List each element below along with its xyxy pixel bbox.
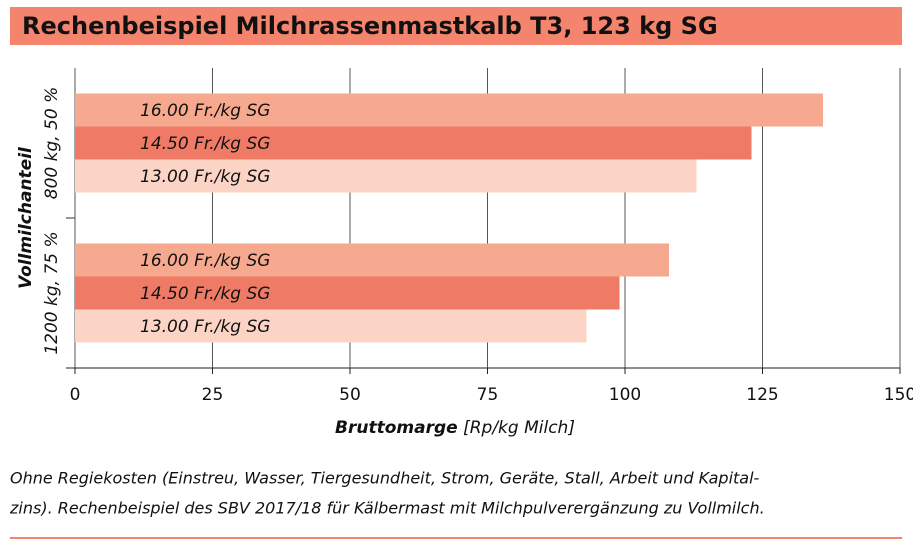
x-tick-label: 150 [884, 385, 913, 405]
x-tick-label: 50 [339, 385, 361, 405]
x-label-main: Bruttomarge [335, 418, 458, 438]
bar-label: 14.50 Fr./kg SG [140, 284, 270, 304]
category-label: 1200 kg, 75 % [42, 231, 62, 354]
title-bar [10, 7, 902, 45]
bar-label: 16.00 Fr./kg SG [140, 101, 270, 121]
x-tick-label: 0 [70, 385, 81, 405]
bar-label: 16.00 Fr./kg SG [140, 251, 270, 271]
x-label-unit: [Rp/kg Milch] [463, 418, 575, 438]
bar [75, 309, 587, 343]
bar [75, 93, 823, 127]
x-tick-label: 125 [746, 385, 778, 405]
footnote: Ohne Regiekosten (Einstreu, Wasser, Tier… [10, 469, 760, 488]
bar [75, 243, 669, 277]
bar [75, 159, 697, 193]
y-axis-label: Vollmilchanteil [16, 146, 36, 289]
bar-label: 13.00 Fr./kg SG [140, 317, 270, 337]
bar-label: 14.50 Fr./kg SG [140, 134, 270, 154]
x-tick-label: 25 [202, 385, 224, 405]
bar [75, 276, 620, 310]
footnote: zins). Rechenbeispiel des SBV 2017/18 fü… [9, 499, 765, 518]
x-tick-label: 100 [609, 385, 641, 405]
bar [75, 126, 752, 160]
bar-label: 13.00 Fr./kg SG [140, 167, 270, 187]
x-tick-label: 75 [477, 385, 499, 405]
x-axis-label: Bruttomarge [Rp/kg Milch] [335, 418, 575, 438]
category-label: 800 kg, 50 % [42, 87, 62, 199]
chart-title: Rechenbeispiel Milchrassenmastkalb T3, 1… [22, 12, 718, 40]
